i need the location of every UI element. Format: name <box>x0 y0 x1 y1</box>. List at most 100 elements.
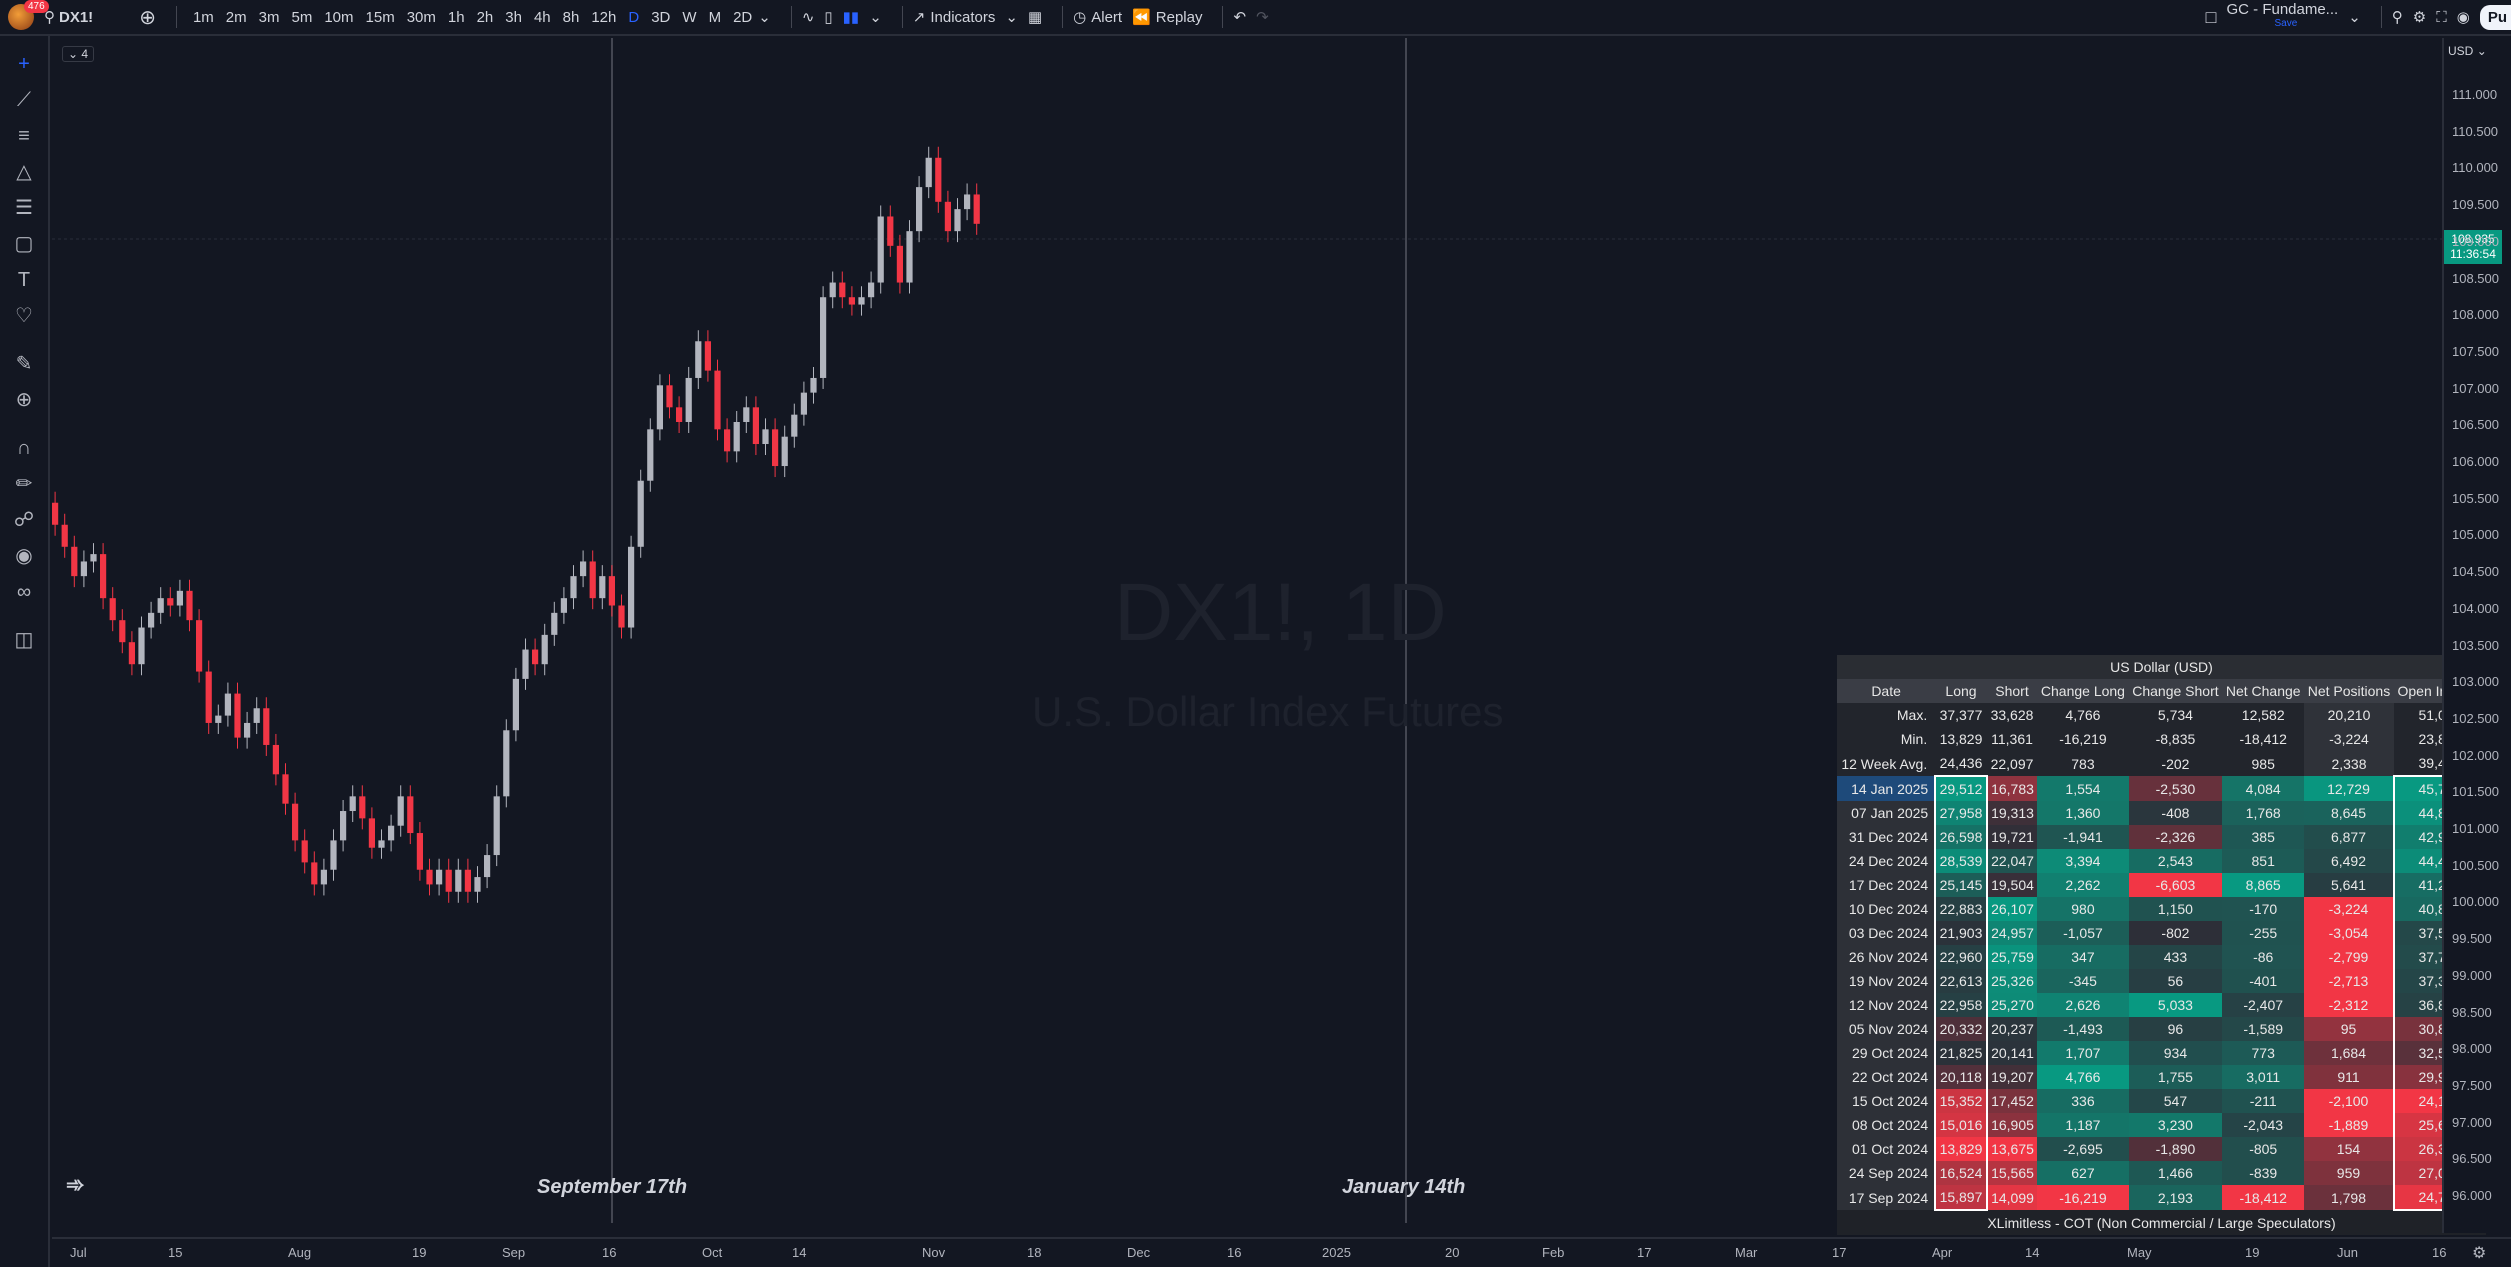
quick-search-button[interactable]: ⚲ <box>2392 8 2403 26</box>
cot-stat-cell: -3,224 <box>2304 727 2394 751</box>
price-label: 97.500 <box>2452 1077 2492 1093</box>
timeframe-8h[interactable]: 8h <box>562 8 580 26</box>
cot-date-cell: 24 Sep 2024 <box>1837 1161 1936 1185</box>
cot-value-cell: 13,829 <box>1934 1137 1988 1161</box>
chart-type-line-button[interactable]: ∿ <box>802 8 815 26</box>
timeframe-2D[interactable]: 2D <box>733 8 753 26</box>
price-label: 108.500 <box>2452 270 2499 286</box>
text-tool[interactable]: T <box>10 266 38 294</box>
timeframe-2m[interactable]: 2m <box>225 8 247 26</box>
scale-settings-button[interactable]: ⚙ <box>2472 1243 2486 1263</box>
layout-dropdown[interactable]: ⌄ <box>2348 8 2361 26</box>
alert-button[interactable]: ◷ Alert <box>1073 8 1122 27</box>
candle-body <box>128 642 135 665</box>
layout-select-checkbox[interactable]: □ <box>2206 7 2217 28</box>
time-label: Aug <box>288 1245 312 1260</box>
shapes-tool[interactable]: ▢ <box>10 230 38 258</box>
redo-button[interactable]: ↷ <box>1256 8 1269 26</box>
pattern-tool[interactable]: △ <box>10 158 38 186</box>
settings-button[interactable]: ⚙ <box>2413 8 2426 26</box>
layout-menu[interactable]: GC - Fundame... Save <box>2226 2 2338 31</box>
magnet-tool[interactable]: ∩ <box>10 434 38 462</box>
cot-value-cell: -2,100 <box>2304 1089 2394 1113</box>
timeframe-W[interactable]: W <box>682 8 697 26</box>
chart-type-dropdown[interactable]: ⌄ <box>869 8 882 26</box>
candle-body <box>887 216 894 246</box>
legend-toggle[interactable]: ⌄ 4 <box>62 46 95 62</box>
candle-body <box>868 282 875 298</box>
cot-stat-cell: 985 <box>2222 751 2305 776</box>
candle-body <box>282 774 289 804</box>
prediction-tool[interactable]: ☰ <box>10 194 38 222</box>
cot-value-cell: -2,043 <box>2222 1113 2305 1137</box>
timeframe-3h[interactable]: 3h <box>505 8 522 26</box>
timeframe-4h[interactable]: 4h <box>533 8 551 26</box>
fib-tool[interactable]: ≡ <box>10 122 38 150</box>
sync-drawings-tool[interactable]: ∞ <box>10 578 38 606</box>
publish-label: Pu <box>2487 8 2507 26</box>
indicators-dropdown[interactable]: ⌄ <box>1005 8 1018 26</box>
tradingview-logo[interactable]: ➾ <box>66 1172 85 1197</box>
time-label: Nov <box>922 1245 946 1260</box>
candle-body <box>100 554 107 599</box>
timeframe-30m[interactable]: 30m <box>406 8 436 26</box>
cot-value-cell: 19,313 <box>1986 801 2038 825</box>
candle-body <box>426 869 433 885</box>
indicators-button[interactable]: ↗ Indicators <box>913 8 996 27</box>
chart-pane[interactable]: DX1!, 1D U.S. Dollar Index Futures ⌄ 4 S… <box>52 38 2488 1235</box>
candle-body <box>157 598 164 613</box>
currency-select[interactable]: USD ⌄ <box>2448 44 2487 58</box>
timeframe-3m[interactable]: 3m <box>258 8 280 26</box>
snapshot-button[interactable]: ◉ <box>2457 8 2470 26</box>
cot-value-cell: 1,150 <box>2128 897 2223 921</box>
price-scale[interactable]: USD ⌄ 108.935 11:36:54 111.000 110.500 110… <box>2442 38 2511 1233</box>
remove-drawings-tool[interactable]: ◫ <box>10 626 38 654</box>
price-chart[interactable] <box>52 38 2442 1223</box>
price-label: 102.000 <box>2452 747 2499 763</box>
timeframe-dropdown[interactable]: ⌄ <box>758 8 771 26</box>
timeframe-1m[interactable]: 1m <box>192 8 214 26</box>
fullscreen-button[interactable]: ⛶ <box>2436 9 2447 26</box>
cot-date-cell: 03 Dec 2024 <box>1837 921 1936 945</box>
timeframe-1h[interactable]: 1h <box>447 8 465 26</box>
compare-symbol-button[interactable]: ⊕ <box>139 5 156 30</box>
timeframe-M[interactable]: M <box>708 8 722 26</box>
timeframe-15m[interactable]: 15m <box>365 8 395 26</box>
measure-tool[interactable]: ✎ <box>10 350 38 378</box>
cot-value-cell: 773 <box>2222 1041 2305 1065</box>
cot-value-cell: 14,099 <box>1986 1185 2038 1210</box>
link-icon: ∞ <box>16 581 32 603</box>
symbol-search[interactable]: ⚲ DX1! <box>44 8 93 27</box>
candle-body <box>215 715 222 723</box>
candle-body <box>916 187 923 232</box>
timeframe-12h[interactable]: 12h <box>591 8 617 26</box>
notification-badge: 476 <box>24 0 49 13</box>
timeframe-10m[interactable]: 10m <box>324 8 354 26</box>
timeframe-2h[interactable]: 2h <box>476 8 494 26</box>
candle-body <box>724 429 731 452</box>
icon-tool[interactable]: ♡ <box>10 302 38 330</box>
lock-drawings-tool[interactable]: ☍ <box>10 506 38 534</box>
cot-date-cell: 15 Oct 2024 <box>1837 1089 1936 1113</box>
hide-drawings-tool[interactable]: ◉ <box>10 542 38 570</box>
time-scale[interactable]: ⚙ Jul 15 Aug 19 Sep 16 Oct 14 Nov 18 Dec 16 2025 20 Fe… <box>52 1237 2511 1267</box>
magnet-icon: ∩ <box>16 437 32 459</box>
crosshair-tool[interactable]: + <box>10 50 38 78</box>
timeframe-5m[interactable]: 5m <box>291 8 313 26</box>
cot-value-cell: 22,047 <box>1986 849 2038 873</box>
zoom-tool[interactable]: ⊕ <box>10 386 38 414</box>
watermark-symbol: DX1!, 1D <box>1114 567 1447 658</box>
undo-button[interactable]: ↶ <box>1233 8 1246 26</box>
templates-button[interactable]: ▦ <box>1028 8 1042 26</box>
stay-drawing-tool[interactable]: ✏ <box>10 470 38 498</box>
replay-button[interactable]: ⏪ Replay <box>1132 8 1202 27</box>
time-label: Jul <box>70 1245 87 1260</box>
timeframe-D[interactable]: D <box>628 8 640 26</box>
cot-value-cell: 1,554 <box>2037 776 2129 801</box>
user-avatar[interactable]: 476 <box>8 0 49 30</box>
publish-button[interactable]: Pu <box>2479 4 2511 30</box>
chart-type-candles-button[interactable]: ▮▮ <box>843 8 860 26</box>
trend-line-tool[interactable]: ⟋ <box>10 86 38 114</box>
timeframe-3D[interactable]: 3D <box>651 8 671 26</box>
chart-type-bars-button[interactable]: ▯ <box>824 8 832 26</box>
